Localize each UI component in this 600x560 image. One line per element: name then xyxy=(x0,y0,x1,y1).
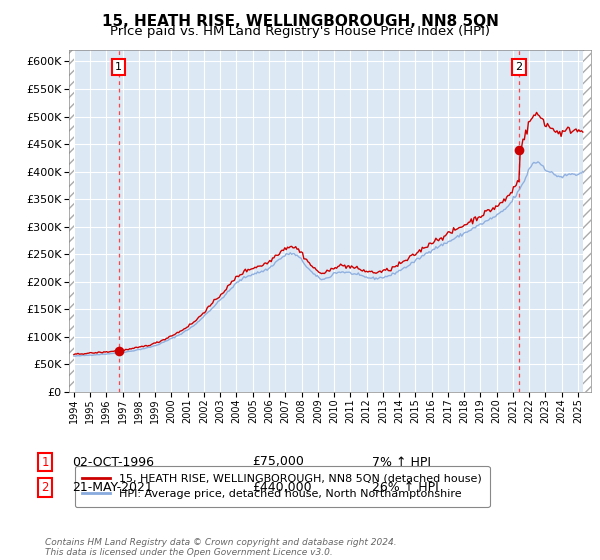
Text: 2: 2 xyxy=(515,62,523,72)
Text: 7% ↑ HPI: 7% ↑ HPI xyxy=(372,455,431,469)
Legend: 15, HEATH RISE, WELLINGBOROUGH, NN8 5QN (detached house), HPI: Average price, de: 15, HEATH RISE, WELLINGBOROUGH, NN8 5QN … xyxy=(74,466,490,507)
Bar xyxy=(583,50,591,392)
Text: Contains HM Land Registry data © Crown copyright and database right 2024.
This d: Contains HM Land Registry data © Crown c… xyxy=(45,538,397,557)
Text: 15, HEATH RISE, WELLINGBOROUGH, NN8 5QN: 15, HEATH RISE, WELLINGBOROUGH, NN8 5QN xyxy=(101,14,499,29)
Text: 1: 1 xyxy=(115,62,122,72)
Text: Price paid vs. HM Land Registry's House Price Index (HPI): Price paid vs. HM Land Registry's House … xyxy=(110,25,490,38)
Text: 02-OCT-1996: 02-OCT-1996 xyxy=(72,455,154,469)
Text: 26% ↑ HPI: 26% ↑ HPI xyxy=(372,480,439,494)
Text: 1: 1 xyxy=(41,455,49,469)
Text: 21-MAY-2021: 21-MAY-2021 xyxy=(72,480,153,494)
Bar xyxy=(69,50,74,392)
Text: £440,000: £440,000 xyxy=(252,480,311,494)
Text: 2: 2 xyxy=(41,480,49,494)
Text: £75,000: £75,000 xyxy=(252,455,304,469)
